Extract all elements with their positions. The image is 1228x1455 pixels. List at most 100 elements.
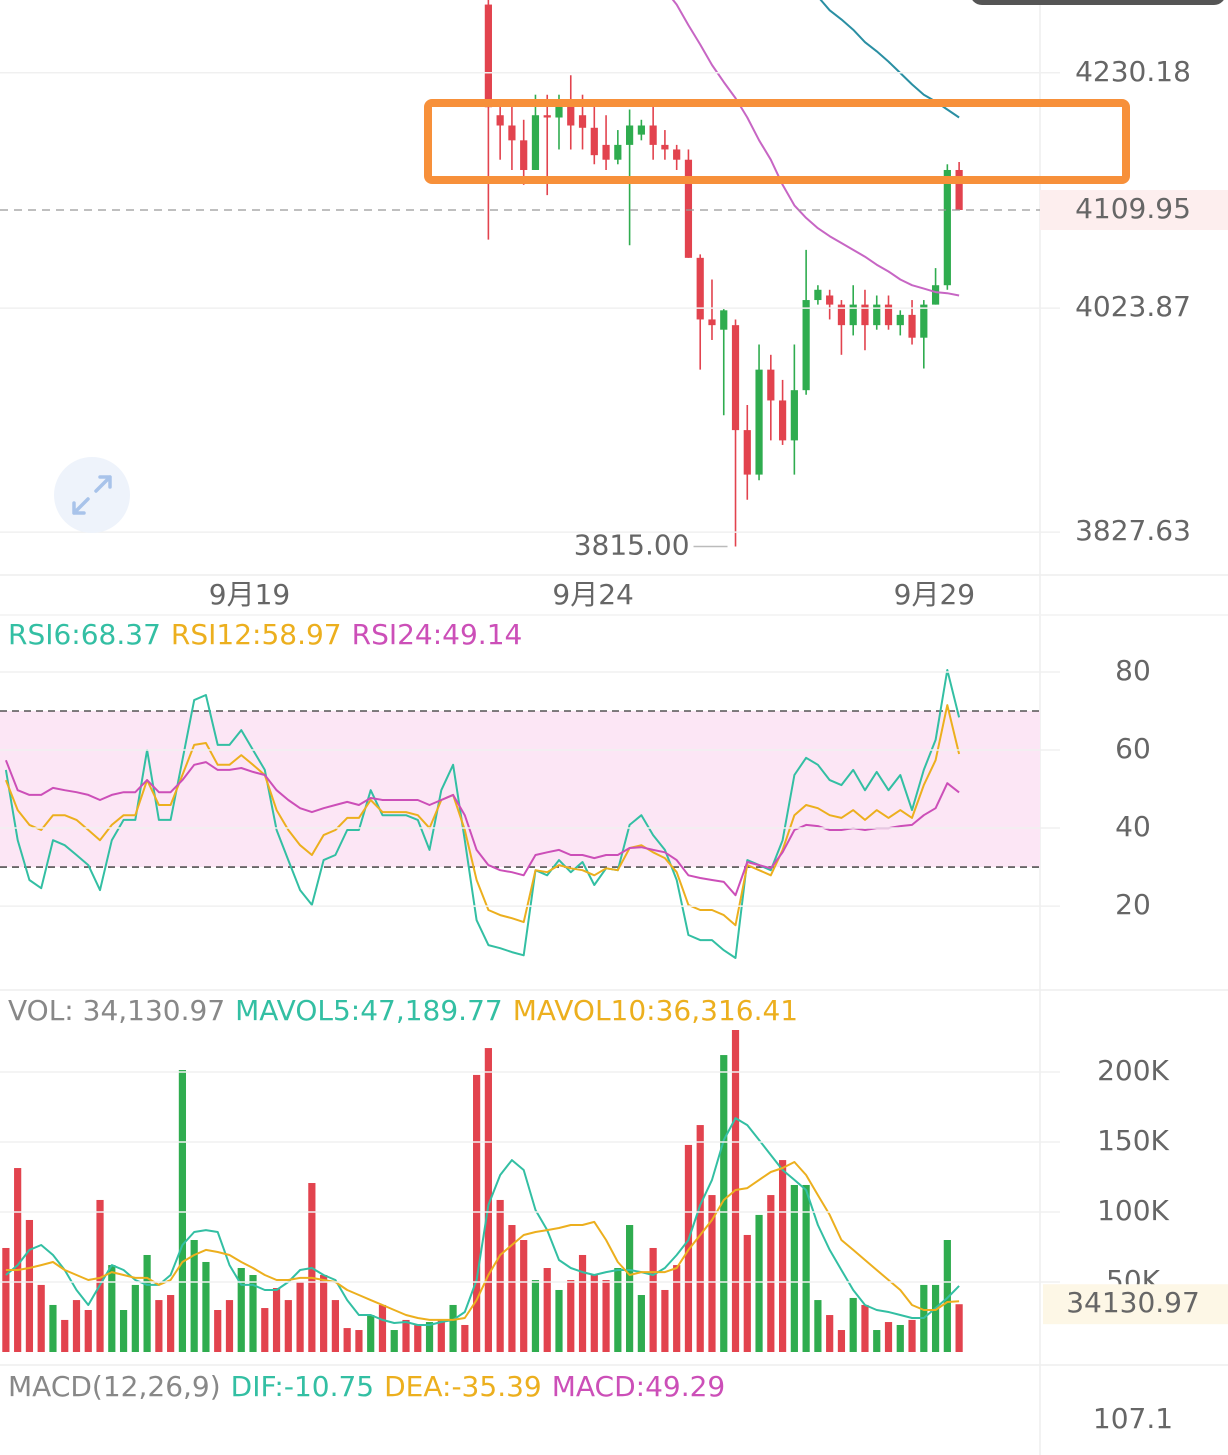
volume-bar [72,1300,81,1352]
low-label: 3815.00 [574,528,690,561]
volume-bar [649,1247,657,1352]
volume-bar [720,1055,728,1352]
candle-body [955,169,963,210]
x-tick-label: 9月29 [894,578,975,611]
volume-bar [943,1240,951,1352]
volume-bar [837,1330,846,1352]
volume-bar [119,1310,128,1352]
candle-body [626,125,634,145]
volume-bar [284,1300,292,1352]
y-tick-label: 200K [1097,1054,1169,1087]
y-tick-label: 100K [1097,1194,1169,1227]
volume-bar [826,1315,834,1352]
volume-bar [955,1304,963,1352]
volume-bar [790,1184,798,1352]
candle-body [943,169,951,286]
legend: MACD(12,26,9) DIF:-10.75 DEA:-35.39 MACD:49… [8,1370,725,1403]
candle-body [661,144,669,150]
volume-bar [225,1300,234,1352]
volume-bar [755,1214,763,1352]
panel [484,0,963,547]
volume-bar [296,1282,304,1352]
candle-body [578,115,587,128]
last-price-label: 4109.95 [1075,192,1191,225]
y-tick-label: 4023.87 [1075,290,1191,323]
volume-bar [237,1268,245,1352]
volume-bar [378,1304,387,1352]
volume-bar [567,1280,575,1352]
candle-body [684,159,693,258]
candle-body [743,430,751,475]
candle-body [673,149,681,160]
legend-item: MAVOL10:36,316.41 [513,994,798,1027]
candle-body [637,125,645,135]
volume-bar [578,1254,587,1352]
y-tick-label: 40 [1115,810,1151,843]
volume-bar [331,1300,339,1352]
volume-bar [602,1280,610,1352]
volume-bar [531,1280,540,1352]
volume-bar [49,1304,57,1352]
candle-body [496,115,504,126]
volume-bar [802,1184,810,1352]
volume-bar [261,1308,269,1352]
volume-bar [402,1319,410,1352]
candle-body [873,304,881,326]
volume-bar [249,1275,257,1352]
volume-bar [61,1319,69,1352]
volume-bar [473,1074,481,1352]
legend-item: DIF:-10.75 [231,1370,374,1403]
volume-bar [661,1289,669,1352]
panel [0,669,1040,959]
volume-bar [214,1310,222,1352]
series-line [4,704,961,927]
volume-bar [673,1265,681,1352]
volume-bar [931,1284,940,1352]
volume-bar [2,1247,10,1352]
x-tick-label: 9月24 [552,578,633,611]
volume-bar [814,1300,822,1352]
y-tick-label: 150K [1097,1124,1169,1157]
volume-bar [696,1125,704,1352]
volume-bar [272,1288,281,1352]
legend-item: MACD(12,26,9) [8,1370,221,1403]
volume-bar [708,1195,716,1352]
volume-bar [543,1268,551,1352]
series-line [4,669,961,959]
series-line [671,0,960,297]
volume-bar [849,1297,857,1352]
volume-bar [343,1328,351,1352]
volume-bar [414,1324,422,1352]
candle-body [567,100,575,126]
candle-body [602,144,610,160]
volume-bar [167,1295,175,1352]
volume-bar [190,1240,198,1352]
expand-button[interactable] [54,457,130,533]
candle-body [531,115,540,170]
volume-bar [96,1199,104,1352]
volume-bar [84,1310,92,1352]
volume-bar [390,1330,398,1352]
volume-bar [355,1330,363,1352]
legend-item: RSI24:49.14 [352,618,523,651]
candle-body [555,100,563,118]
candle-body [884,304,893,326]
volume-bar [508,1225,516,1352]
last-value-label: 34130.97 [1066,1286,1200,1319]
volume-bar [637,1295,645,1352]
candle-body [720,310,728,330]
volume-bar [143,1254,151,1352]
volume-bar [461,1324,469,1352]
volume-bar [626,1225,634,1352]
candle-body [508,125,516,141]
candle-body [767,369,775,401]
volume-bar [367,1315,375,1352]
top-pill[interactable] [970,0,1226,5]
candle-body [802,300,810,391]
volume-bar [767,1195,775,1352]
legend-item: VOL: 34,130.97 [8,994,225,1027]
candle-body [731,325,740,431]
highlight-box [424,99,1130,184]
